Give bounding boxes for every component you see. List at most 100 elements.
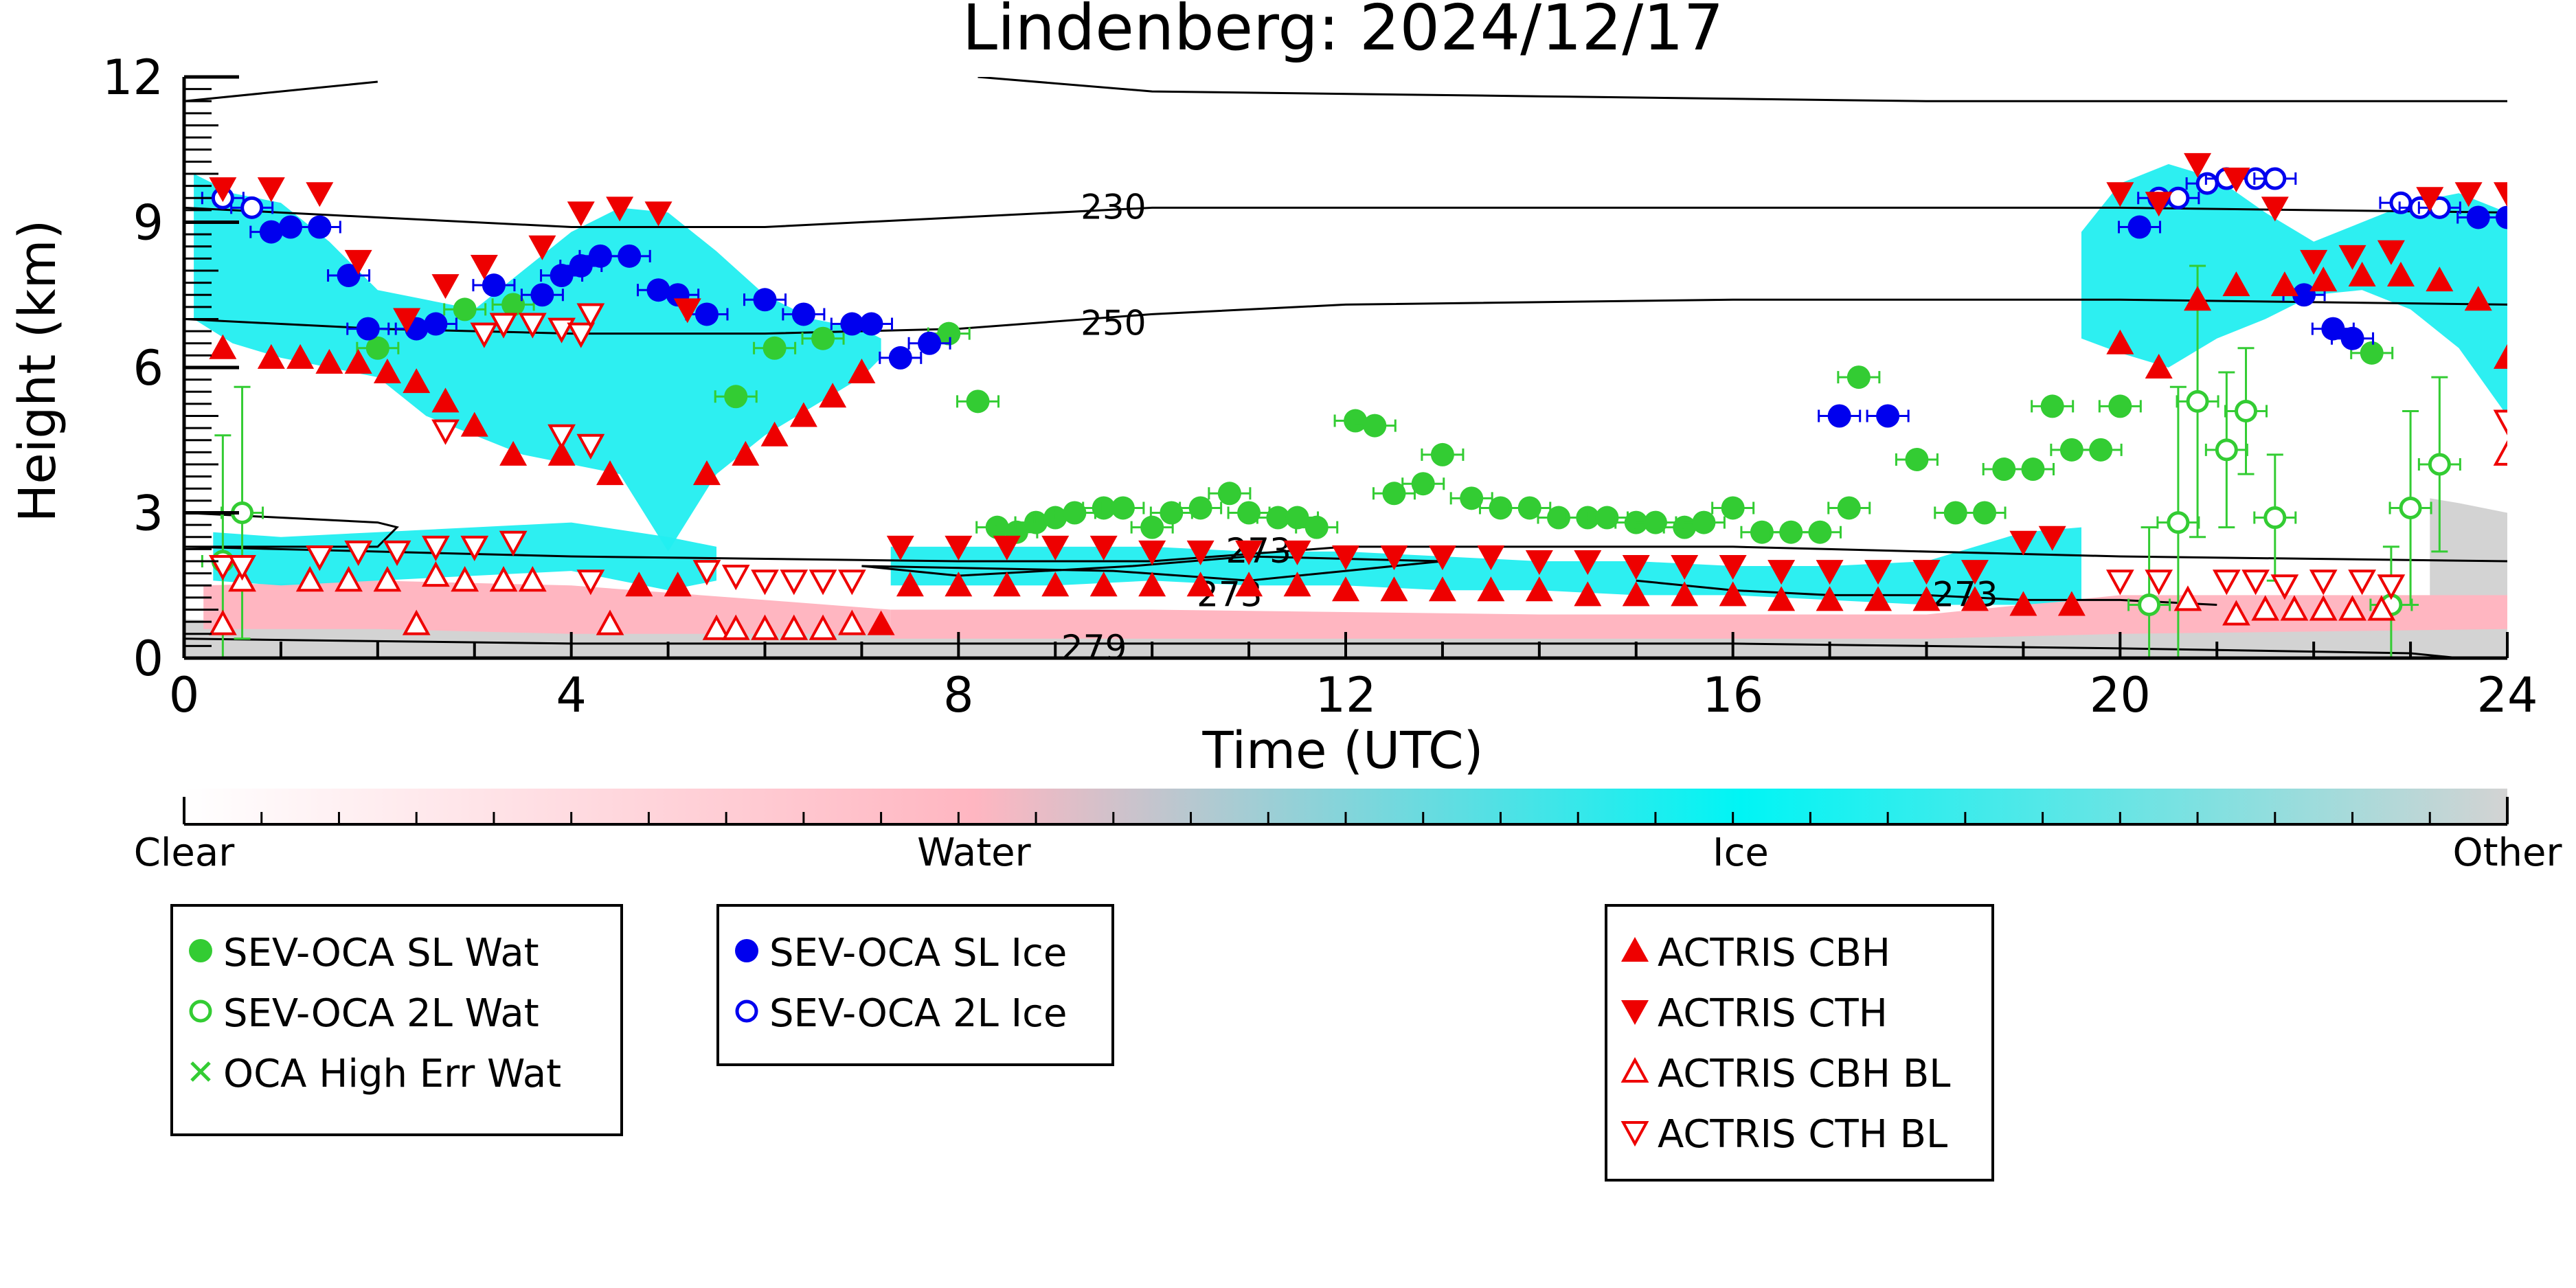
data-point	[1912, 560, 1941, 585]
data-point	[2222, 600, 2250, 626]
legend-label: OCA High Err Wat	[223, 1052, 561, 1096]
legend-label: ACTRIS CTH BL	[1658, 1112, 1947, 1157]
data-point	[2021, 457, 2045, 482]
data-point	[2360, 341, 2384, 365]
data-point	[588, 244, 612, 268]
data-point	[1622, 581, 1650, 607]
data-point	[2367, 595, 2396, 621]
data-point	[1721, 496, 1745, 520]
data-point	[2145, 192, 2173, 217]
series-actris-cth	[209, 152, 2507, 585]
data-point	[547, 424, 576, 450]
data-point	[1905, 447, 1929, 471]
data-point	[1876, 404, 1900, 428]
data-point	[518, 313, 547, 339]
data-point	[1864, 586, 1893, 611]
data-point	[431, 274, 460, 300]
data-point	[1816, 560, 1844, 585]
data-point	[1304, 515, 1329, 539]
data-point	[760, 421, 789, 447]
data-point	[606, 196, 634, 222]
data-point	[811, 326, 835, 350]
data-point	[373, 359, 401, 384]
data-point	[315, 348, 343, 374]
data-point	[2464, 286, 2492, 311]
data-point	[1285, 506, 1309, 530]
y-tick-label: 3	[133, 486, 163, 542]
data-point	[499, 530, 528, 556]
data-point	[1837, 496, 1861, 520]
error-bar	[2140, 526, 2158, 658]
legend-marker	[1620, 1121, 1649, 1147]
x-tick-label: 0	[169, 667, 200, 723]
data-point	[1041, 535, 1070, 561]
legend-label: SEV-OCA 2L Ice	[769, 991, 1067, 1036]
series-sev-oca-sl-ice	[249, 205, 2507, 428]
data-point	[2145, 569, 2173, 596]
data-point	[721, 565, 750, 591]
data-point	[431, 387, 460, 413]
data-point	[918, 331, 942, 355]
data-point	[1237, 501, 1261, 525]
data-point	[2270, 271, 2298, 297]
data-point	[1767, 560, 1796, 585]
series-actris-cth-bl	[208, 303, 2507, 600]
data-point	[1380, 545, 1408, 570]
data-point	[2261, 196, 2289, 222]
data-point	[365, 336, 389, 360]
data-point	[1411, 472, 1435, 496]
data-point	[2493, 409, 2507, 436]
data-point	[528, 235, 556, 260]
contour-label: 230	[1081, 187, 1146, 227]
data-point	[2127, 215, 2151, 239]
data-point	[547, 440, 576, 466]
legend-label: ACTRIS CBH BL	[1658, 1052, 1950, 1096]
data-point	[1992, 457, 2016, 482]
data-point	[809, 614, 837, 640]
x-tick-label: 24	[2476, 667, 2538, 723]
data-point	[2428, 453, 2451, 476]
data-point	[1750, 520, 1774, 544]
data-point	[489, 313, 518, 339]
data-point	[2386, 262, 2415, 287]
data-point	[1089, 572, 1118, 597]
data-point	[819, 383, 847, 408]
data-point	[2309, 267, 2338, 292]
data-point	[837, 569, 866, 596]
data-point	[2057, 591, 2086, 616]
data-point	[1827, 404, 1851, 428]
data-point	[1622, 555, 1650, 580]
legend-label: SEV-OCA SL Wat	[223, 931, 539, 975]
legends: SEV-OCA SL Wat SEV-OCA 2L Wat OCA High Err…	[170, 904, 1994, 1182]
data-point	[2145, 354, 2173, 379]
data-point	[1943, 501, 1967, 525]
series-sev-oca-sl-wat	[356, 293, 2394, 544]
legend-marker	[189, 999, 212, 1023]
data-point	[240, 196, 264, 219]
data-point	[1643, 510, 1667, 534]
data-point	[1186, 540, 1214, 565]
data-point	[373, 566, 402, 592]
data-point	[335, 566, 363, 592]
data-point	[1063, 501, 1087, 525]
x-tick-label: 4	[556, 667, 587, 723]
data-point	[2348, 262, 2376, 287]
legend-label: SEV-OCA 2L Wat	[223, 991, 539, 1036]
data-point	[2263, 167, 2287, 190]
colorbar-label: Ice	[1713, 831, 1769, 875]
data-point	[1547, 506, 1571, 530]
data-point	[2222, 271, 2250, 297]
data-point	[2454, 182, 2483, 207]
data-point	[886, 535, 914, 561]
data-point	[1973, 501, 1997, 525]
legend-frame	[170, 904, 623, 1136]
data-point	[1235, 572, 1263, 597]
data-point	[344, 540, 373, 567]
x-axis-label: Time (UTC)	[1201, 721, 1483, 780]
data-point	[431, 419, 460, 445]
data-point	[1489, 496, 1513, 520]
data-point	[2040, 394, 2064, 418]
data-point	[2340, 326, 2364, 350]
x-tick-label: 8	[943, 667, 974, 723]
